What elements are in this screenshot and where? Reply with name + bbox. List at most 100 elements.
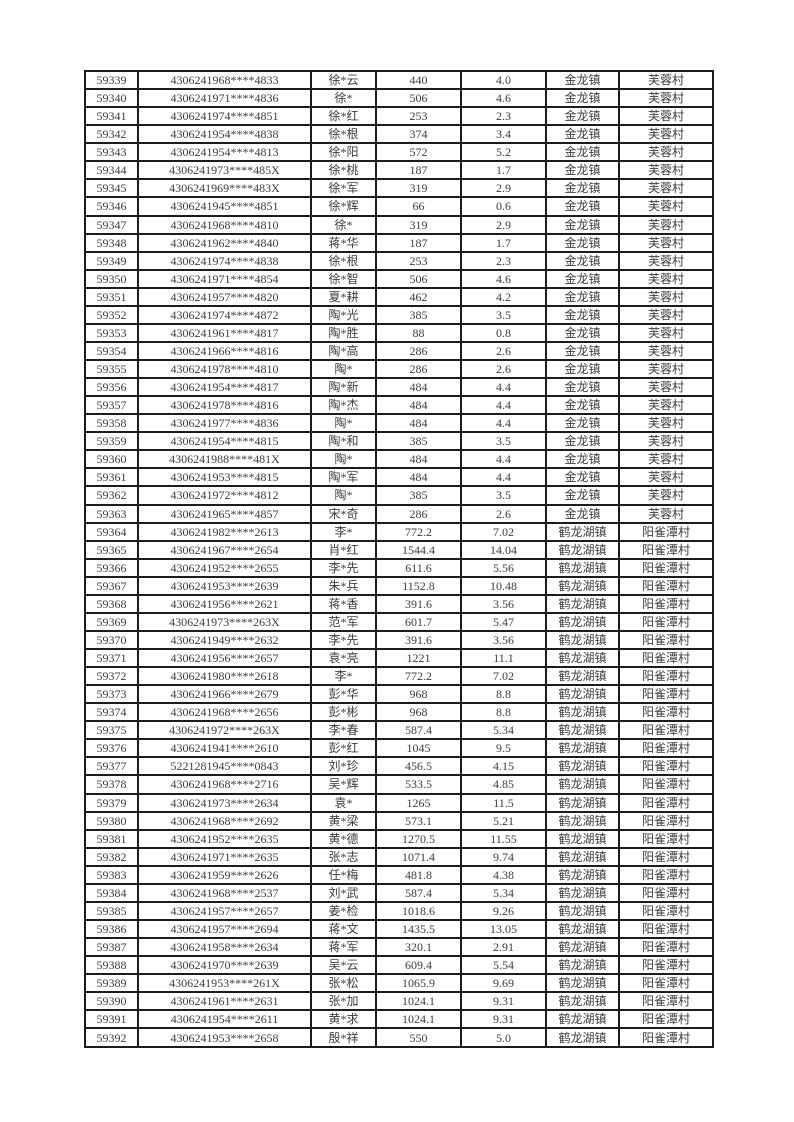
table-row: 59389 4306241953****261X 张*松 1065.9 9.69 鹤龙湖镇… [84,973,714,994]
area-cell: 4.15 [460,756,547,777]
serial-number-cell: 59353 [84,322,139,343]
table-row: 59346 4306241945****4851 徐*辉 66 0.6 金龙镇 芙蓉村 [84,196,714,217]
id-number-cell: 4306241977****4836 [137,413,312,434]
amount-cell: 609.4 [375,955,462,976]
town-cell: 金龙镇 [545,106,620,127]
town-cell: 金龙镇 [545,340,620,362]
serial-number-cell: 59373 [84,684,139,705]
serial-number-cell: 59381 [84,828,139,849]
table-row: 59374 4306241968****2656 彭*彬 968 8.8 鹤龙湖镇 阳雀潭村 [84,702,714,723]
village-cell: 芙蓉村 [618,340,714,362]
person-name-cell: 徐*桃 [310,160,377,181]
amount-cell: 440 [375,69,462,91]
person-name-cell: 蒋*香 [310,593,377,614]
person-name-cell: 殷*祥 [310,1027,377,1048]
table-row: 59350 4306241971****4854 徐*智 506 4.6 金龙镇 芙蓉村 [84,268,714,289]
serial-number-cell: 59340 [84,88,139,109]
serial-number-cell: 59361 [84,467,139,488]
town-cell: 鹤龙湖镇 [545,792,620,813]
town-cell: 鹤龙湖镇 [545,918,620,940]
amount-cell: 611.6 [375,557,462,578]
town-cell: 鹤龙湖镇 [545,647,620,669]
town-cell: 金龙镇 [545,69,620,91]
table-row: 59375 4306241972****263X 李*春 587.4 5.34 鹤龙湖镇阳… [84,720,714,741]
id-number-cell: 4306241978****4816 [137,395,312,416]
town-cell: 鹤龙湖镇 [545,756,620,777]
amount-cell: 601.7 [375,611,462,632]
amount-cell: 484 [375,467,462,488]
table-row: 59371 4306241956****2657 袁*亮 1221 11.1 鹤龙湖镇 阳雀… [84,647,714,669]
town-cell: 鹤龙湖镇 [545,1027,620,1048]
amount-cell: 1435.5 [375,918,462,940]
town-cell: 金龙镇 [545,232,620,253]
id-number-cell: 4306241982****2613 [137,521,312,542]
serial-number-cell: 59352 [84,304,139,325]
person-name-cell: 徐*根 [310,250,377,271]
table-row: 59380 4306241968****2692 黄*梁 573.1 5.21 鹤龙湖镇阳… [84,810,714,831]
village-cell: 芙蓉村 [618,88,714,109]
amount-cell: 1544.4 [375,539,462,560]
amount-cell: 484 [375,449,462,470]
area-cell: 4.4 [460,467,547,488]
area-cell: 5.56 [460,557,547,578]
area-cell: 2.9 [460,178,547,199]
amount-cell: 187 [375,232,462,253]
id-number-cell: 4306241962****4840 [137,232,312,253]
id-number-cell: 4306241952****2655 [137,557,312,578]
person-name-cell: 袁* [310,792,377,813]
table-row: 59340 4306241971****4836 徐* 506 4.6 金龙镇 芙蓉村 [84,88,714,109]
id-number-cell: 4306241966****4816 [137,340,312,362]
id-number-cell: 4306241959****2626 [137,864,312,885]
id-number-cell: 4306241961****4817 [137,322,312,343]
serial-number-cell: 59376 [84,738,139,759]
table-row: 59362 4306241972****4812 陶* 385 3.5 金龙镇 芙蓉村 [84,485,714,506]
id-number-cell: 4306241971****4836 [137,88,312,109]
village-cell: 芙蓉村 [618,268,714,289]
amount-cell: 484 [375,413,462,434]
table-row: 59358 4306241977****4836 陶* 484 4.4 金龙镇 芙蓉村 [84,413,714,434]
id-number-cell: 4306241968****4810 [137,214,312,235]
serial-number-cell: 59370 [84,629,139,651]
table-row: 59343 4306241954****4813 徐*阳 572 5.2 金龙镇 芙蓉村 [84,142,714,163]
amount-cell: 391.6 [375,629,462,651]
person-name-cell: 刘*武 [310,882,377,903]
town-cell: 鹤龙湖镇 [545,557,620,578]
town-cell: 鹤龙湖镇 [545,575,620,596]
id-number-cell: 4306241966****2679 [137,684,312,705]
town-cell: 鹤龙湖镇 [545,955,620,976]
person-name-cell: 吴*辉 [310,774,377,795]
town-cell: 金龙镇 [545,503,620,524]
table-row: 59376 4306241941****2610 彭*红 1045 9.5 鹤龙湖镇 阳雀潭… [84,738,714,759]
amount-cell: 1152.8 [375,575,462,596]
id-number-cell: 4306241953****2639 [137,575,312,596]
town-cell: 鹤龙湖镇 [545,738,620,759]
area-cell: 4.85 [460,774,547,795]
town-cell: 金龙镇 [545,485,620,506]
amount-cell: 1071.4 [375,846,462,867]
serial-number-cell: 59382 [84,846,139,867]
person-name-cell: 彭*彬 [310,702,377,723]
id-number-cell: 4306241954****4817 [137,377,312,398]
serial-number-cell: 59363 [84,503,139,524]
town-cell: 金龙镇 [545,124,620,145]
village-cell: 阳雀潭村 [618,684,714,705]
town-cell: 鹤龙湖镇 [545,629,620,651]
village-cell: 阳雀潭村 [618,864,714,885]
village-cell: 阳雀潭村 [618,792,714,813]
table-row: 59349 4306241974****4838 徐*根 253 2.3 金龙镇 芙蓉村 [84,250,714,271]
area-cell: 4.4 [460,413,547,434]
village-cell: 芙蓉村 [618,322,714,343]
town-cell: 金龙镇 [545,431,620,452]
amount-cell: 66 [375,196,462,217]
area-cell: 9.74 [460,846,547,867]
village-cell: 芙蓉村 [618,160,714,181]
serial-number-cell: 59386 [84,918,139,940]
town-cell: 金龙镇 [545,160,620,181]
area-cell: 13.05 [460,918,547,940]
amount-cell: 1270.5 [375,828,462,849]
amount-cell: 772.2 [375,521,462,542]
amount-cell: 1024.1 [375,1009,462,1030]
amount-cell: 506 [375,88,462,109]
town-cell: 金龙镇 [545,322,620,343]
person-name-cell: 陶*光 [310,304,377,325]
